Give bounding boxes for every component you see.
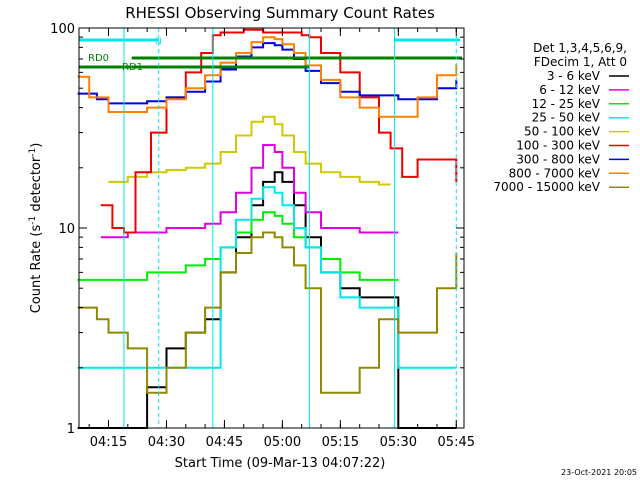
x-axis-label: Start Time (09-Mar-13 04:07:22) [175,456,386,471]
y-tick-label-2: 10 [58,222,75,237]
legend-label-4: 25 - 50 keV [532,111,601,125]
y-axis-label-main: Count Rate (s [29,225,44,314]
x-tick-label-4: 05:00 [264,435,301,450]
axis-ticks: 04:15 04:30 04:45 05:00 05:15 05:30 05:45 1 10 10… [50,22,475,450]
legend-header-line-1: Det 1,3,4,5,6,9, [533,41,627,55]
y-axis-label-exponent: -1 [28,216,38,225]
series-line-6 [100,28,458,234]
legend-header-line-2: FDecim 1, Att 0 [534,55,627,69]
y-axis-label-close: ) [29,143,44,148]
legend-label-8: 800 - 7000 keV [509,166,601,180]
series-line-1 [77,171,457,429]
legend-label-9: 7000 - 15000 keV [493,180,600,194]
series-line-2 [100,144,399,239]
mode-bars [79,38,463,69]
timestamp: 23-Oct-2021 20:05 [561,468,637,477]
y-tick-label-1: 1 [67,422,75,437]
rd1-label: RD1 [122,62,143,73]
series-line-8 [77,36,458,118]
legend-label-7: 300 - 800 keV [516,152,600,166]
legend-label-5: 50 - 100 keV [524,125,601,139]
y-tick-label-3: 100 [50,22,75,37]
y-axis-label-end-exponent: -1 [28,148,38,157]
series-line-7 [77,42,458,105]
x-tick-label-5: 05:15 [322,435,359,450]
x-tick-label-2: 04:30 [148,435,185,450]
legend-label-6: 100 - 300 keV [516,139,600,153]
series-line-5 [108,115,391,186]
x-tick-label-3: 04:45 [206,435,243,450]
legend-label-3: 12 - 25 keV [532,97,601,111]
legend-label-1: 3 - 6 keV [547,69,601,83]
chart-title: RHESSI Observing Summary Count Rates [125,4,435,22]
legend-label-2: 6 - 12 keV [539,83,601,97]
series-line-3 [77,211,399,281]
x-tick-label-7: 05:45 [438,435,475,450]
y-axis-label: Count Rate (s-1 detector-1) [28,143,44,314]
n-label: N [155,37,162,47]
x-tick-label-1: 04:15 [90,435,127,450]
plot-area [77,28,458,429]
x-tick-label-6: 05:30 [380,435,417,450]
rd0-label: RD0 [88,53,109,64]
series-line-9 [77,231,458,394]
y-axis-label-tail: detector [29,156,44,216]
